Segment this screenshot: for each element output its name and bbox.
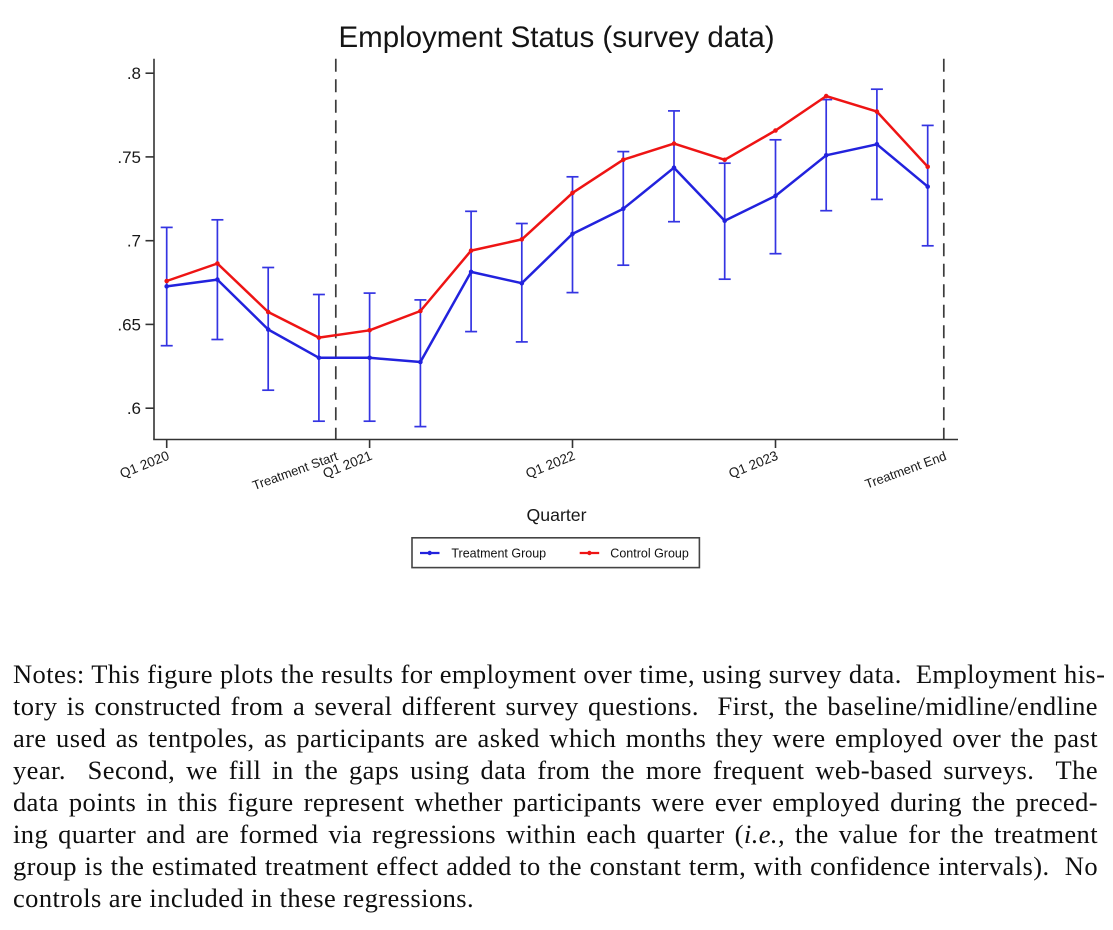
svg-text:Treatment Group: Treatment Group bbox=[451, 547, 546, 561]
svg-text:.7: .7 bbox=[127, 232, 141, 251]
svg-text:Q1 2023: Q1 2023 bbox=[726, 448, 780, 481]
svg-text:Treatment End: Treatment End bbox=[863, 448, 948, 491]
svg-text:.6: .6 bbox=[127, 399, 141, 418]
svg-text:.65: .65 bbox=[117, 315, 141, 334]
svg-text:Q1 2020: Q1 2020 bbox=[118, 448, 172, 481]
svg-text:.8: .8 bbox=[127, 64, 141, 83]
svg-text:Control Group: Control Group bbox=[610, 547, 689, 561]
svg-text:Q1 2022: Q1 2022 bbox=[523, 448, 577, 481]
svg-text:.75: .75 bbox=[117, 148, 141, 167]
